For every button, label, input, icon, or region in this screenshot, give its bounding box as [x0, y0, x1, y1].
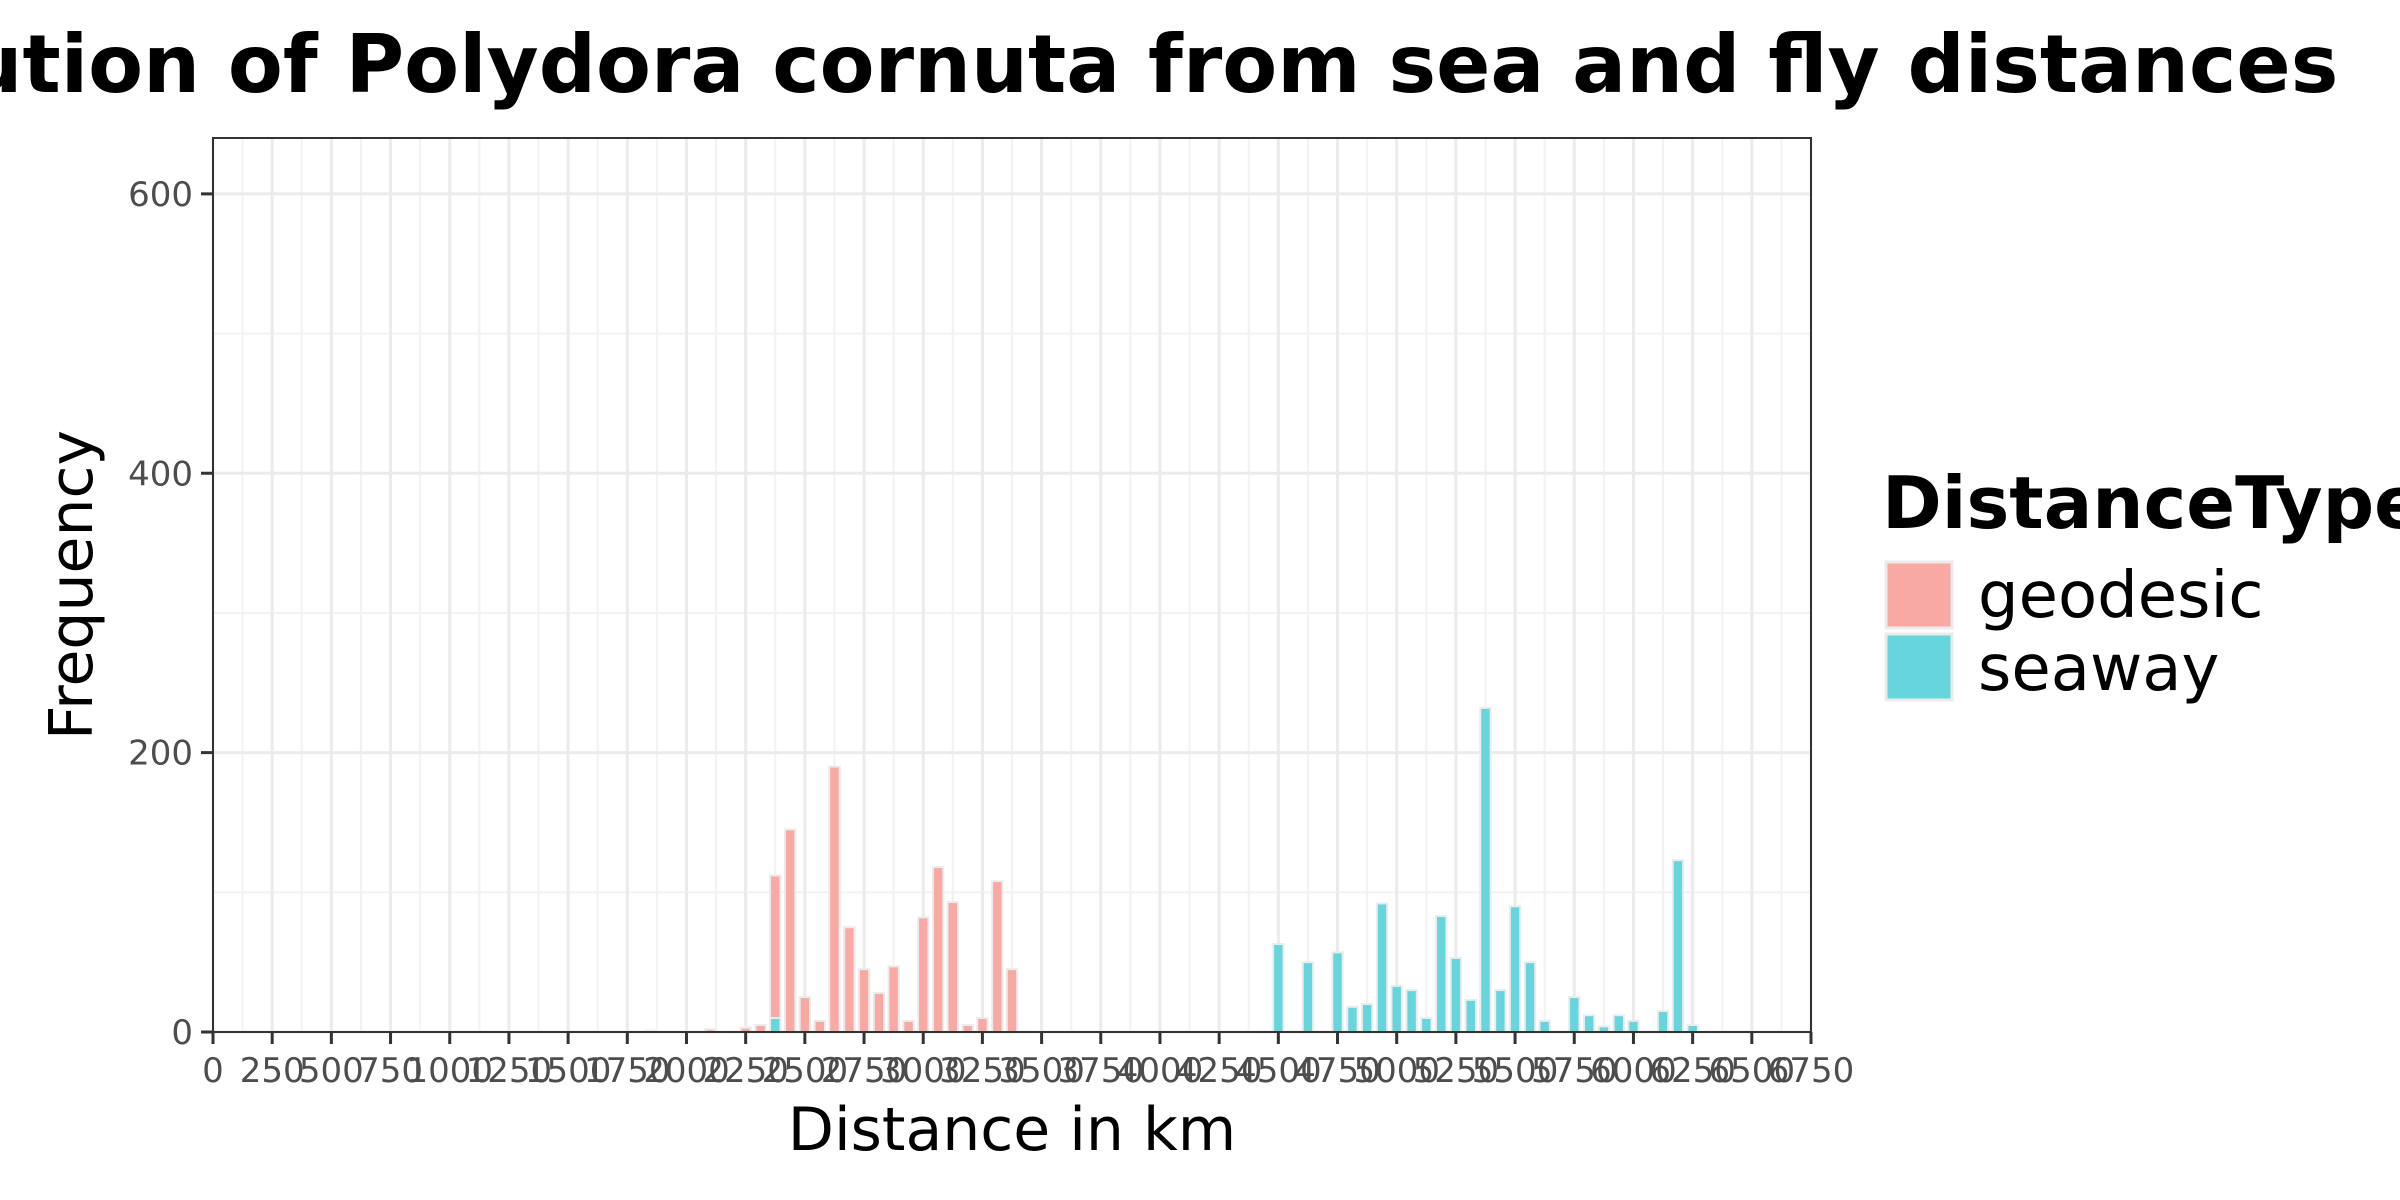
bar-seaway — [1568, 996, 1581, 1033]
x-tick-label: 4250 — [1176, 1051, 1263, 1091]
legend-label-geodesic: geodesic — [1978, 559, 2263, 633]
bar-seaway — [1272, 942, 1285, 1034]
bar-seaway — [1405, 989, 1418, 1033]
plot-border — [212, 137, 1812, 1033]
x-tick-label: 500 — [299, 1051, 364, 1091]
x-tick-label: 250 — [240, 1051, 305, 1091]
bar-seaway — [1301, 961, 1315, 1033]
legend-swatch-seaway — [1884, 632, 1954, 702]
x-tick-label: 3000 — [880, 1051, 967, 1091]
bar-seaway — [1435, 915, 1448, 1034]
x-tick-label: 5500 — [1472, 1051, 1559, 1091]
x-axis: 0 250500750100012501500175020002250250027… — [202, 1032, 1854, 1091]
y-tick-label: 200 — [128, 734, 193, 774]
bar-seaway — [1390, 984, 1403, 1034]
bar-geodesic — [769, 874, 782, 1033]
bar-geodesic — [872, 991, 886, 1034]
x-tick-label: 6000 — [1590, 1051, 1677, 1091]
bar-geodesic — [902, 1019, 915, 1034]
bar-seaway — [1538, 1019, 1551, 1034]
x-tick-label: 3750 — [1058, 1051, 1145, 1091]
x-tick-label: 2500 — [762, 1051, 849, 1091]
bar-geodesic — [961, 1024, 974, 1033]
bar-seaway — [1331, 951, 1344, 1033]
bar-seaway — [1494, 989, 1507, 1033]
x-tick-label: 6750 — [1768, 1051, 1855, 1091]
x-axis-title: Distance in km — [788, 1095, 1236, 1165]
y-tick-label: 0 — [171, 1013, 193, 1053]
bar-geodesic — [991, 880, 1004, 1034]
bar-seaway — [1464, 998, 1477, 1034]
bar-seaway — [1656, 1010, 1670, 1033]
bar-geodesic — [857, 968, 871, 1033]
legend-title: DistanceType — [1882, 461, 2400, 545]
x-tick-label: 1750 — [584, 1051, 671, 1091]
bar-geodesic — [798, 996, 812, 1033]
bar-geodesic — [843, 926, 856, 1033]
x-tick-label: 6500 — [1709, 1051, 1796, 1091]
bar-seaway — [1346, 1005, 1359, 1034]
x-tick-label: 6250 — [1649, 1051, 1736, 1091]
y-axis-title: Frequency — [37, 430, 107, 740]
legend: DistanceType geodesic seaway — [1882, 461, 2400, 706]
x-tick-label: 1000 — [406, 1051, 493, 1091]
bar-seaway — [1508, 905, 1522, 1033]
bar-geodesic — [1005, 968, 1019, 1033]
x-tick-label: 2000 — [643, 1051, 730, 1091]
bar-geodesic — [917, 916, 930, 1033]
x-tick-label: 5000 — [1353, 1051, 1440, 1091]
bar-geodesic — [931, 866, 945, 1034]
bar-seaway — [1612, 1014, 1625, 1033]
x-tick-label: 2250 — [702, 1051, 789, 1091]
y-axis: 0 200 400 600 — [128, 175, 213, 1053]
bar-seaway — [1420, 1017, 1433, 1033]
x-tick-label: 1500 — [525, 1051, 612, 1091]
bar-seaway — [1523, 961, 1537, 1033]
x-tick-label: 5750 — [1531, 1051, 1618, 1091]
x-tick-label: 2750 — [821, 1051, 908, 1091]
bar-seaway — [1582, 1014, 1596, 1033]
x-tick-label: 4000 — [1117, 1051, 1204, 1091]
x-tick-label: 750 — [358, 1051, 423, 1091]
legend-label-seaway: seaway — [1978, 632, 2219, 706]
chart-title: Distribution of Polydora cornuta from se… — [0, 18, 2338, 111]
bar-geodesic — [828, 765, 841, 1033]
bar-seaway — [769, 1017, 782, 1033]
bar-geodesic — [813, 1019, 826, 1034]
bar-seaway — [1449, 956, 1463, 1034]
bar-geodesic — [976, 1017, 989, 1033]
x-tick-label: 0 — [202, 1051, 224, 1091]
x-tick-label: 5250 — [1413, 1051, 1500, 1091]
x-tick-label: 3500 — [998, 1051, 1085, 1091]
bar-geodesic — [887, 965, 900, 1033]
bar-seaway — [1686, 1024, 1699, 1033]
bar-geodesic — [946, 901, 959, 1034]
x-tick-label: 3250 — [939, 1051, 1026, 1091]
x-tick-label: 4750 — [1294, 1051, 1381, 1091]
bar-seaway — [1479, 706, 1492, 1033]
bar-geodesic — [754, 1024, 767, 1033]
bar-seaway — [1360, 1003, 1374, 1033]
y-tick-label: 600 — [128, 175, 193, 215]
bar-seaway — [1627, 1019, 1640, 1034]
x-tick-label: 1250 — [466, 1051, 553, 1091]
x-tick-label: 4500 — [1235, 1051, 1322, 1091]
bar-seaway — [1671, 859, 1685, 1034]
legend-swatch-geodesic — [1884, 560, 1954, 630]
bar-seaway — [1375, 902, 1389, 1033]
bar-geodesic — [783, 828, 797, 1033]
y-tick-label: 400 — [128, 454, 193, 494]
